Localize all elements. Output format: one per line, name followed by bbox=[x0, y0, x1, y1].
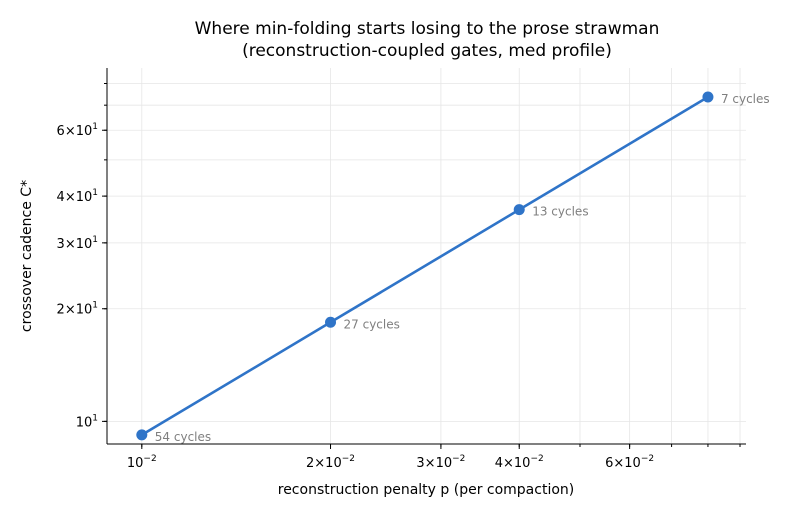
series: 54 cycles 27 cycles 13 cycles 7 cycles bbox=[136, 91, 770, 444]
data-point bbox=[702, 91, 714, 103]
data-point bbox=[136, 429, 148, 441]
y-axis-ticks: 101 2×101 3×101 4×101 6×101 bbox=[57, 82, 107, 430]
x-tick-label: 2×10−2 bbox=[306, 454, 355, 471]
x-tick-label: 4×10−2 bbox=[495, 454, 544, 471]
point-label: 13 cycles bbox=[532, 205, 588, 219]
x-tick-label: 6×10−2 bbox=[605, 454, 654, 471]
y-tick-label: 4×101 bbox=[57, 188, 98, 205]
data-point bbox=[325, 316, 337, 328]
x-axis-label: reconstruction penalty p (per compaction… bbox=[278, 482, 575, 498]
grid bbox=[107, 68, 746, 444]
y-tick-label: 6×101 bbox=[57, 122, 98, 139]
y-tick-label: 2×101 bbox=[57, 301, 98, 318]
x-tick-label: 10−2 bbox=[127, 454, 157, 471]
y-tick-label: 3×101 bbox=[57, 235, 98, 252]
y-axis-label: crossover cadence C* bbox=[19, 180, 35, 332]
y-tick-label: 101 bbox=[76, 413, 98, 430]
data-point bbox=[513, 204, 525, 216]
axes bbox=[106, 68, 746, 445]
x-axis-ticks: 10−2 2×10−2 3×10−2 4×10−2 6×10−2 bbox=[127, 444, 741, 471]
series-line bbox=[141, 95, 709, 437]
chart-subtitle: (reconstruction-coupled gates, med profi… bbox=[242, 41, 612, 61]
point-label: 27 cycles bbox=[344, 317, 400, 331]
point-label: 7 cycles bbox=[721, 92, 770, 106]
x-tick-label: 3×10−2 bbox=[416, 454, 465, 471]
chart-title: Where min-folding starts losing to the p… bbox=[195, 19, 660, 39]
point-label: 54 cycles bbox=[155, 430, 211, 444]
